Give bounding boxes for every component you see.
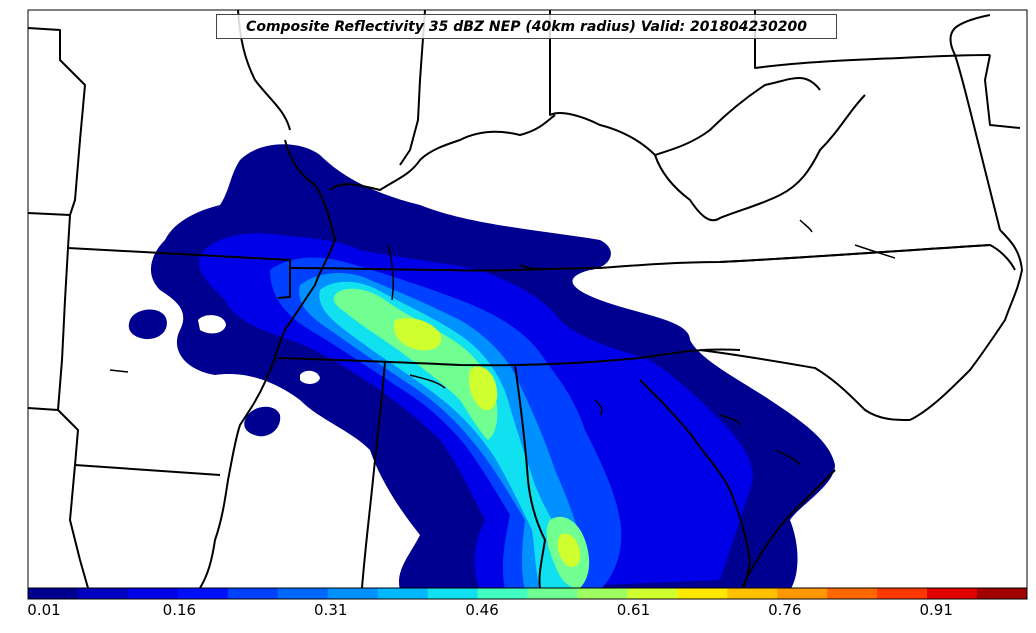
colorbar-border	[27, 587, 1028, 600]
lake-tn-1	[409, 374, 446, 389]
political-borders	[28, 10, 1023, 588]
border-al-ga	[514, 364, 546, 588]
colorbar-segment	[577, 588, 628, 599]
prob-level-isolated-1	[128, 309, 167, 340]
lake-al-1	[594, 399, 603, 416]
colorbar-segment	[327, 588, 379, 599]
colorbar-segment	[127, 588, 179, 599]
colorbar-segment	[527, 588, 578, 599]
map-title-box: Composite Reflectivity 35 dBZ NEP (40km …	[216, 14, 837, 39]
border-va-nc	[719, 244, 1016, 271]
colorbar-tick-label: 0.31	[314, 601, 348, 619]
mississippi-river	[199, 139, 336, 588]
coast-ga-sc	[741, 469, 836, 588]
prob-level-light-blue	[299, 273, 586, 588]
colorbar-tick-label: 0.01	[27, 601, 61, 619]
border-mo-ks	[28, 27, 86, 216]
border-ky-north	[329, 114, 556, 191]
lake-wv-1	[799, 219, 813, 233]
border-nc-sc	[699, 349, 911, 421]
colorbar-segment	[477, 588, 528, 599]
colorbar	[27, 587, 1028, 600]
border-ky-wv	[654, 94, 866, 222]
prob-level-yellowgreen-core1	[394, 318, 442, 351]
colorbar-segment	[827, 588, 878, 599]
colorbar-tick-label: 0.76	[768, 601, 802, 619]
colorbar-segment	[777, 588, 828, 599]
lake-va-1	[854, 244, 896, 259]
colorbar-segment	[227, 588, 279, 599]
colorbar-tick-label: 0.61	[616, 601, 651, 619]
prob-level-isolated-3	[288, 373, 336, 403]
colorbar-segment	[727, 588, 778, 599]
map-title: Composite Reflectivity 35 dBZ NEP (40km …	[246, 18, 807, 35]
prob-level-cyan	[319, 281, 583, 588]
prob-level-isolated-2	[244, 406, 281, 437]
colorbar-tick-label: 0.46	[465, 601, 499, 619]
border-ms-al	[361, 361, 386, 588]
border-tx-la	[57, 409, 89, 588]
border-ar-la	[74, 464, 221, 476]
coast-nc	[909, 229, 1023, 421]
border-tn-south	[277, 348, 741, 367]
colorbar-segment	[977, 588, 1028, 599]
prob-level-yellowgreen-core2	[468, 366, 498, 411]
field-gap-2	[300, 370, 320, 384]
lake-ga-1	[774, 449, 801, 466]
border-in-oh	[399, 10, 426, 166]
colorbar-segment	[377, 588, 429, 599]
border-ga-sc	[639, 379, 751, 588]
border-md-pa	[754, 10, 991, 69]
border-ar-mo	[67, 247, 291, 299]
prob-level-green	[333, 288, 498, 440]
border-de	[984, 54, 1021, 129]
lake-sc-1	[719, 414, 741, 426]
lake-kentucky	[387, 244, 394, 301]
colorbar-segment	[177, 588, 229, 599]
colorbar-tick-label: 0.91	[919, 601, 953, 619]
colorbar-segment	[927, 588, 978, 599]
colorbar-tick-label: 0.16	[162, 601, 197, 619]
colorbar-segment	[627, 588, 678, 599]
colorbar-segment	[277, 588, 329, 599]
lake-ms-1	[109, 369, 129, 373]
colorbar-segment	[677, 588, 728, 599]
colorbar-segment	[28, 588, 79, 599]
coast-va-md	[949, 14, 1001, 231]
border-oh-wv	[549, 10, 821, 156]
field-gap-1	[198, 315, 226, 334]
colorbar-segment	[877, 588, 928, 599]
colorbar-segment	[77, 588, 129, 599]
border-ar-ok	[28, 214, 71, 411]
colorbar-segment	[427, 588, 479, 599]
lake-ky-east	[519, 264, 541, 270]
prob-level-yellowgreen-core3	[557, 533, 581, 567]
colorbar-tick-labels: 0.01 0.16 0.31 0.46 0.61 0.76 0.91	[27, 601, 1027, 625]
